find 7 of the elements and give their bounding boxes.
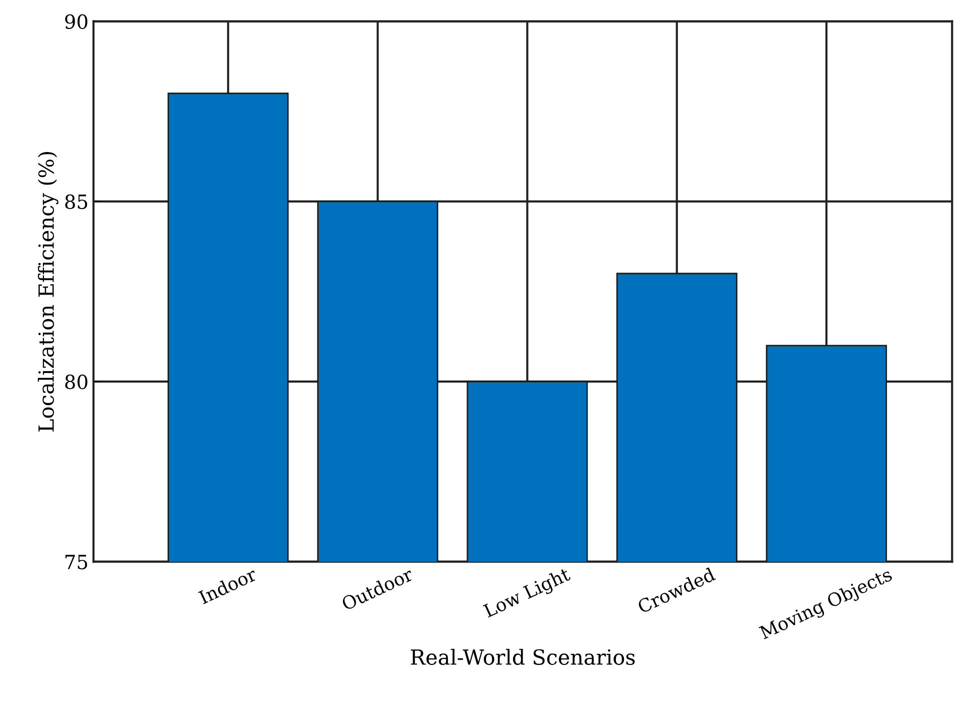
y-tick-label: 85 xyxy=(65,194,88,210)
y-tick-label: 75 xyxy=(66,554,88,570)
y-axis-title: Localization Efficiency (%) xyxy=(38,152,58,432)
x-tick-label: Low Light xyxy=(482,566,573,622)
x-axis-title: Real-World Scenarios xyxy=(410,648,635,665)
y-tick-label: 80 xyxy=(65,374,88,390)
y-tick-label: 90 xyxy=(65,14,88,29)
